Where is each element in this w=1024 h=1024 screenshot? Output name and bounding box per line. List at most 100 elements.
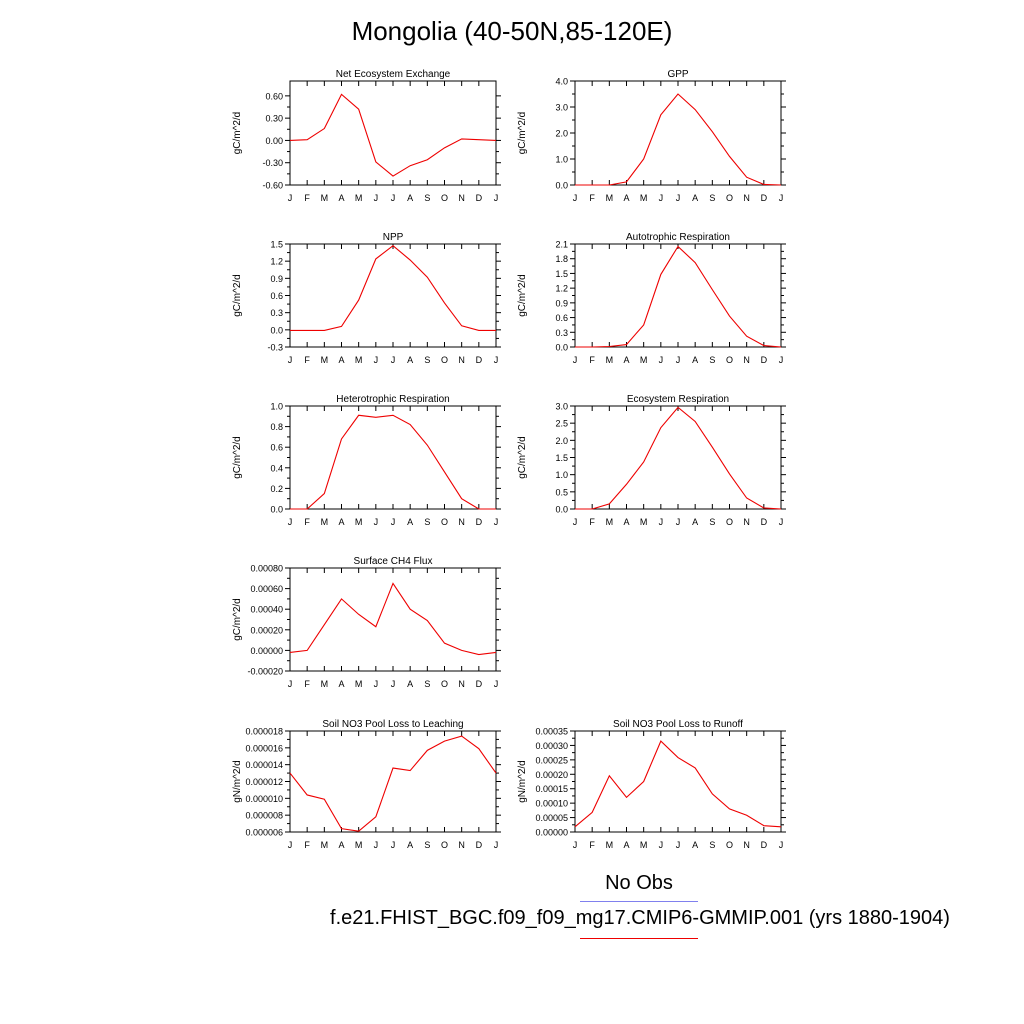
heterotrophic-respiration-ytick-label: 0.2 <box>270 484 283 494</box>
soil-no3-pool-loss-to-runoff-ytick-label: 0.00015 <box>535 784 568 794</box>
gpp-xtick-label: F <box>589 193 595 203</box>
legend-obs-line <box>580 901 698 902</box>
soil-no3-pool-loss-to-runoff-ytick-label: 0.00005 <box>535 813 568 823</box>
net-ecosystem-exchange-xtick-label: J <box>494 193 499 203</box>
surface-ch4-flux-xtick-label: M <box>355 679 363 689</box>
ecosystem-respiration-ytick-label: 0.5 <box>555 487 568 497</box>
ecosystem-respiration-series-line <box>575 406 782 510</box>
soil-no3-pool-loss-to-runoff-ytick-label: 0.00020 <box>535 770 568 780</box>
soil-no3-pool-loss-to-leaching-xtick-label: F <box>304 840 310 850</box>
autotrophic-respiration-ytick-label: 2.1 <box>555 240 568 250</box>
npp-xtick-label: J <box>374 355 379 365</box>
ecosystem-respiration-xtick-label: F <box>589 517 595 527</box>
autotrophic-respiration-ytick-label: 0.9 <box>555 298 568 308</box>
npp-ytick-label: -0.3 <box>267 343 283 353</box>
net-ecosystem-exchange-xtick-label: N <box>458 193 465 203</box>
gpp-ytick-label: 4.0 <box>555 77 568 87</box>
ecosystem-respiration-xtick-label: J <box>659 517 664 527</box>
heterotrophic-respiration-xtick-label: J <box>391 517 396 527</box>
gpp-title: GPP <box>667 69 688 80</box>
net-ecosystem-exchange-xtick-label: M <box>355 193 363 203</box>
gpp-xtick-label: M <box>640 193 648 203</box>
surface-ch4-flux-xtick-label: A <box>338 679 344 689</box>
npp-xtick-label: J <box>288 355 293 365</box>
surface-ch4-flux-title: Surface CH4 Flux <box>354 556 433 567</box>
heterotrophic-respiration-xtick-label: M <box>321 517 329 527</box>
soil-no3-pool-loss-to-leaching-xtick-label: J <box>374 840 379 850</box>
autotrophic-respiration-xtick-label: J <box>659 355 664 365</box>
soil-no3-pool-loss-to-leaching-ytick-label: 0.000006 <box>245 828 283 838</box>
soil-no3-pool-loss-to-runoff-xtick-label: N <box>743 840 750 850</box>
ecosystem-respiration-xtick-label: A <box>692 517 698 527</box>
net-ecosystem-exchange-xtick-label: F <box>304 193 310 203</box>
npp-xtick-label: A <box>407 355 413 365</box>
autotrophic-respiration-xtick-label: J <box>676 355 681 365</box>
soil-no3-pool-loss-to-leaching-ytick-label: 0.000010 <box>245 794 283 804</box>
ecosystem-respiration-xtick-label: A <box>623 517 629 527</box>
ecosystem-respiration-xtick-label: D <box>761 517 768 527</box>
net-ecosystem-exchange-frame <box>289 80 497 186</box>
autotrophic-respiration-ylabel: gC/m^2/d <box>517 274 528 317</box>
ecosystem-respiration-ytick-label: 1.5 <box>555 453 568 463</box>
soil-no3-pool-loss-to-leaching-xtick-label: S <box>424 840 430 850</box>
heterotrophic-respiration-ytick-label: 0.6 <box>270 443 283 453</box>
gpp-xtick-label: J <box>676 193 681 203</box>
npp-xtick-label: M <box>355 355 363 365</box>
soil-no3-pool-loss-to-runoff-ytick-label: 0.00000 <box>535 828 568 838</box>
autotrophic-respiration-xtick-label: N <box>743 355 750 365</box>
surface-ch4-flux-xtick-label: O <box>441 679 448 689</box>
soil-no3-pool-loss-to-leaching-xtick-label: A <box>338 840 344 850</box>
heterotrophic-respiration-ylabel: gC/m^2/d <box>232 436 243 479</box>
heterotrophic-respiration-xtick-label: J <box>288 517 293 527</box>
soil-no3-pool-loss-to-runoff-ytick-label: 0.00025 <box>535 755 568 765</box>
ecosystem-respiration-xtick-label: O <box>726 517 733 527</box>
soil-no3-pool-loss-to-leaching-xtick-label: J <box>494 840 499 850</box>
npp-xtick-label: S <box>424 355 430 365</box>
soil-no3-pool-loss-to-runoff-xtick-label: J <box>573 840 578 850</box>
soil-no3-pool-loss-to-leaching-ytick-label: 0.000018 <box>245 727 283 737</box>
heterotrophic-respiration-title: Heterotrophic Respiration <box>336 394 449 405</box>
gpp-ytick-label: 3.0 <box>555 103 568 113</box>
ecosystem-respiration-xtick-label: M <box>640 517 648 527</box>
net-ecosystem-exchange-xtick-label: M <box>321 193 329 203</box>
soil-no3-pool-loss-to-leaching-xtick-label: M <box>355 840 363 850</box>
panel-soil-no3-pool-loss-to-leaching: Soil NO3 Pool Loss to LeachinggN/m^2/d0.… <box>232 719 501 850</box>
surface-ch4-flux-ytick-label: 0.00000 <box>250 646 283 656</box>
autotrophic-respiration-title: Autotrophic Respiration <box>626 232 730 243</box>
npp-ytick-label: 0.0 <box>270 325 283 335</box>
heterotrophic-respiration-xtick-label: M <box>355 517 363 527</box>
panel-net-ecosystem-exchange: Net Ecosystem Exchange gC/m^2/d -0.60 -0.30… <box>232 69 501 203</box>
npp-xtick-label: J <box>391 355 396 365</box>
soil-no3-pool-loss-to-runoff-ytick-label: 0.00030 <box>535 741 568 751</box>
heterotrophic-respiration-xtick-label: J <box>494 517 499 527</box>
soil-no3-pool-loss-to-leaching-ytick-label: 0.000008 <box>245 811 283 821</box>
soil-no3-pool-loss-to-runoff-xtick-label: J <box>779 840 784 850</box>
ecosystem-respiration-ylabel: gC/m^2/d <box>517 436 528 479</box>
autotrophic-respiration-xtick-label: A <box>692 355 698 365</box>
soil-no3-pool-loss-to-runoff-xtick-label: M <box>606 840 614 850</box>
autotrophic-respiration-xtick-label: F <box>589 355 595 365</box>
panel-surface-ch4-flux: Surface CH4 Flux gC/m^2/d -0.00020 0.00000 0… <box>232 556 501 689</box>
surface-ch4-flux-xtick-label: F <box>304 679 310 689</box>
net-ecosystem-exchange-xtick-label: A <box>338 193 344 203</box>
soil-no3-pool-loss-to-runoff-xtick-label: O <box>726 840 733 850</box>
surface-ch4-flux-ytick-label: -0.00020 <box>247 667 283 677</box>
autotrophic-respiration-xtick-label: J <box>779 355 784 365</box>
heterotrophic-respiration-ytick-label: 0.0 <box>270 505 283 515</box>
soil-no3-pool-loss-to-leaching-xtick-label: A <box>407 840 413 850</box>
soil-no3-pool-loss-to-leaching-xtick-label: M <box>321 840 329 850</box>
autotrophic-respiration-series-line <box>575 245 782 348</box>
surface-ch4-flux-ytick-label: 0.00040 <box>250 605 283 615</box>
net-ecosystem-exchange-ytick-label: 0.30 <box>265 114 283 124</box>
gpp-xtick-label: A <box>692 193 698 203</box>
net-ecosystem-exchange-series-line <box>289 93 497 177</box>
net-ecosystem-exchange-ytick-label: -0.60 <box>262 181 283 191</box>
soil-no3-pool-loss-to-leaching-xtick-label: J <box>288 840 293 850</box>
soil-no3-pool-loss-to-leaching-frame <box>289 730 497 833</box>
surface-ch4-flux-series-line <box>289 582 497 656</box>
gpp-xtick-label: M <box>606 193 614 203</box>
legend-obs-label: No Obs <box>605 872 673 894</box>
autotrophic-respiration-ytick-label: 1.8 <box>555 254 568 264</box>
surface-ch4-flux-xtick-label: M <box>321 679 329 689</box>
legend-case-label: f.e21.FHIST_BGC.f09_f09_mg17.CMIP6-GMMIP… <box>330 907 950 929</box>
